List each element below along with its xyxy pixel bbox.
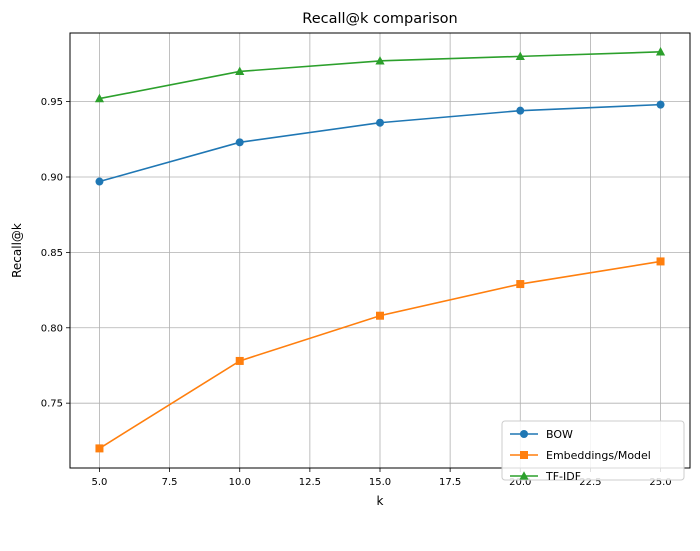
x-axis-label: k [377,494,384,508]
x-tick-label: 7.5 [162,477,178,488]
legend-label: BOW [546,428,573,441]
x-tick-label: 20.0 [509,477,531,488]
x-tick-label: 15.0 [369,477,391,488]
series-bow [95,100,665,186]
series-layer [94,47,666,453]
y-tick-label: 0.90 [41,172,63,183]
x-tick-label: 12.5 [299,477,321,488]
data-point-embeddings-model [235,356,244,365]
legend-swatch-marker [520,430,528,438]
y-axis-label: Recall@k [10,223,24,278]
legend-item-bow: BOW [510,428,573,441]
legend-label: TF-IDF [545,470,581,483]
series-tf-idf [94,47,666,103]
y-axis-ticks: 0.75 0.80 0.85 0.90 0.95 [41,97,70,410]
chart-title: Recall@k comparison [302,11,457,27]
legend-swatch-marker [519,471,529,480]
y-tick-label: 0.95 [41,97,63,108]
x-axis-ticks: 5.0 7.5 10.0 12.5 15.0 17.5 20.0 22.5 25.0 [92,468,672,488]
x-tick-label: 22.5 [579,477,601,488]
x-tick-label: 10.0 [229,477,251,488]
data-point-embeddings-model [376,311,384,320]
data-point-bow [516,106,525,115]
data-point-bow [235,138,244,147]
legend-item-embeddings-model: Embeddings/Model [510,449,651,462]
legend: BOW Embeddings/Model TF-IDF [501,420,685,483]
y-tick-label: 0.75 [41,399,63,410]
data-point-embeddings-model [656,257,665,266]
data-point-bow [656,100,665,109]
x-tick-label: 17.5 [439,477,461,488]
data-point-tf-idf [94,93,105,103]
x-tick-label: 5.0 [92,477,108,488]
y-tick-label: 0.85 [41,248,63,259]
data-point-tf-idf [235,66,245,76]
x-tick-label: 25.0 [649,477,671,488]
data-point-embeddings-model [516,280,525,289]
legend-box [501,420,685,481]
grid [70,33,690,468]
legend-label: Embeddings/Model [546,449,651,462]
legend-item-tf-idf: TF-IDF [510,470,581,483]
data-point-tf-idf [655,47,666,56]
series-embeddings-model [95,257,665,453]
data-point-bow [95,177,104,186]
y-tick-label: 0.80 [41,323,63,334]
data-point-bow [376,118,384,127]
data-point-embeddings-model [95,444,104,453]
legend-swatch-marker [520,451,528,459]
data-point-tf-idf [515,51,525,60]
data-point-tf-idf [375,56,385,65]
